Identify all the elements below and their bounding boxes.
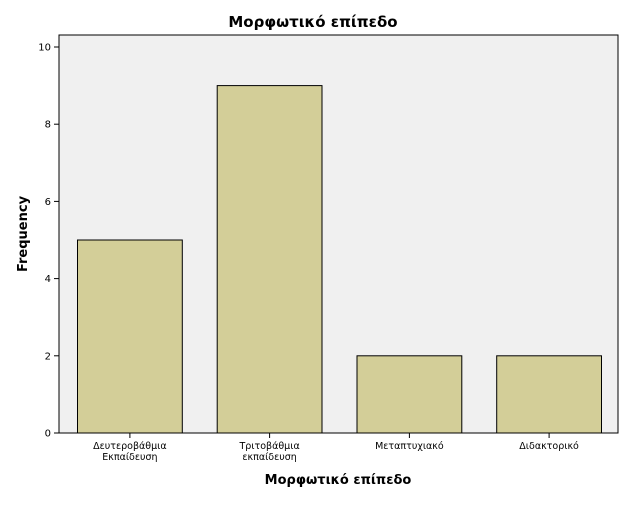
bar-2 (216, 85, 323, 434)
chart-title: Μορφωτικό επίπεδο (228, 13, 397, 31)
x-axis-title: Μορφωτικό επίπεδο (265, 473, 412, 488)
bar-1 (77, 239, 183, 434)
y-axis: 0 2 4 6 8 10 (38, 35, 60, 440)
y-tick-label: 4 (45, 274, 51, 285)
y-tick-label: 6 (45, 197, 51, 208)
x-tick-label: Δευτεροβάθμια Εκπαίδευση (93, 441, 167, 463)
x-axis: Δευτεροβάθμια Εκπαίδευση Τριτοβάθμια εκπαίδ… (59, 432, 618, 463)
x-tick-label: Τριτοβάθμια εκπαίδευση (238, 441, 299, 463)
y-axis-title: Frequency (16, 195, 31, 272)
x-tick-label: Μεταπτυχιακό (375, 441, 444, 452)
y-tick-label: 10 (38, 43, 51, 54)
y-tick-label: 8 (45, 120, 51, 131)
bar-3 (356, 355, 463, 434)
bars (77, 85, 603, 434)
y-tick-label: 0 (45, 429, 51, 440)
y-tick-label: 2 (45, 351, 51, 362)
bar-4 (496, 355, 603, 434)
x-tick-label: Διδακτορικό (519, 441, 579, 452)
